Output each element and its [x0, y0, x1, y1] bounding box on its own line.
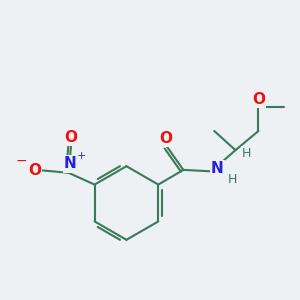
Text: O: O — [64, 130, 77, 145]
Text: N: N — [64, 157, 76, 172]
Text: N: N — [211, 161, 224, 176]
Text: O: O — [159, 131, 172, 146]
Text: H: H — [228, 173, 237, 186]
Text: −: − — [16, 154, 27, 168]
Text: H: H — [242, 147, 251, 160]
Text: O: O — [252, 92, 265, 107]
Text: O: O — [28, 163, 41, 178]
Text: +: + — [77, 151, 87, 161]
